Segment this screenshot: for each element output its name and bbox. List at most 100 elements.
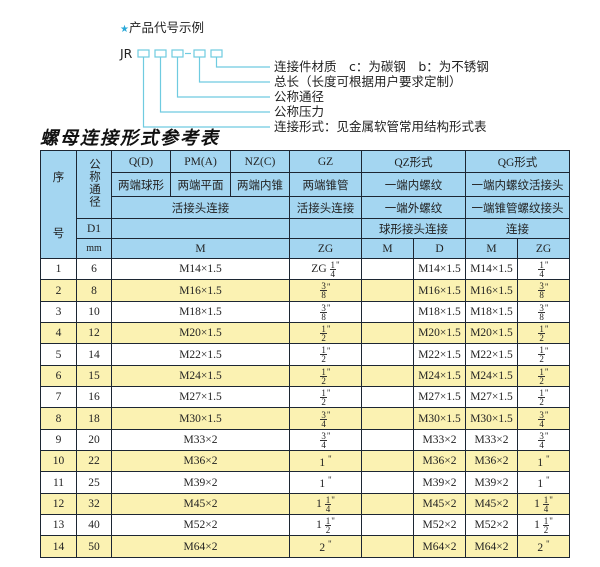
denominator: 4 xyxy=(325,503,331,514)
cell-zg: 1 2 " xyxy=(289,343,362,366)
leader-line-1 xyxy=(215,57,270,68)
table-row: 8 18 M30×1.5 3 4 " M30×1.5 M30×1.5 3 4 " xyxy=(40,407,570,430)
header-empty-1 xyxy=(111,218,290,239)
numerator: 1 xyxy=(538,345,545,356)
cell-qz-d: M16×1.5 xyxy=(413,279,466,302)
cell-m: M22×1.5 xyxy=(111,343,290,366)
header-qg4: 连接 xyxy=(465,218,570,239)
denominator: 2 xyxy=(539,397,544,408)
cell-zg: 1 2 " xyxy=(289,364,362,388)
numerator: 3 xyxy=(538,430,545,441)
cell-m: M52×2 xyxy=(111,514,290,537)
inch-mark: " xyxy=(327,453,332,464)
cell-qg-zg: 3 4 " xyxy=(517,407,570,430)
seq-top: 序 xyxy=(52,171,65,184)
numerator: 3 xyxy=(538,281,545,292)
cell-qz-d: M18×1.5 xyxy=(413,300,466,324)
cell-zg: 2 " xyxy=(289,535,362,558)
cell-no: 3 xyxy=(40,300,77,324)
table-row: 12 32 M45×2 1 1 4 " M45×2 M45×2 1 1 4 " xyxy=(40,492,570,516)
zg-whole: 1 xyxy=(316,519,322,532)
cell-qz-m xyxy=(361,322,414,345)
cell-qg-m: M36×2 xyxy=(465,450,518,473)
table-row: 3 10 M18×1.5 3 8 " M18×1.5 M18×1.5 3 8 " xyxy=(40,300,570,324)
cell-qz-d: M24×1.5 xyxy=(413,364,466,388)
numerator: 3 xyxy=(320,430,327,441)
header-m: M xyxy=(111,238,290,259)
cell-no: 4 xyxy=(40,322,77,345)
cell-qz-m xyxy=(361,428,414,452)
cell-qz-m xyxy=(361,257,414,281)
cell-dn: 32 xyxy=(76,492,112,516)
cell-qz-m xyxy=(361,343,414,366)
denominator: 2 xyxy=(321,354,326,365)
cell-qz-m xyxy=(361,364,414,388)
header-gz2: 两端锥管 xyxy=(289,172,362,197)
leader-line-5 xyxy=(142,57,270,128)
denominator: 2 xyxy=(539,354,544,365)
header-qz-m: M xyxy=(361,238,414,259)
numerator: 1 xyxy=(324,516,332,527)
numerator: 1 xyxy=(538,366,545,377)
table-body: 1 6 M14×1.5 ZG 1 4 " M14×1.5 M14×1.5 1 4 " 2 8 M16×1… xyxy=(40,257,570,558)
table-row: 14 50 M64×2 2 " M64×2 M64×2 2 " xyxy=(40,535,570,558)
label-diameter: 公称通径 xyxy=(274,89,325,104)
cell-no: 10 xyxy=(40,450,77,473)
table-row: 2 8 M16×1.5 3 8 " M16×1.5 M16×1.5 3 8 " xyxy=(40,279,570,302)
numerator: 1 xyxy=(320,366,327,377)
cell-zg: ZG 1 4 " xyxy=(289,257,362,281)
inch-mark: " xyxy=(549,495,553,506)
seq-bottom: 号 xyxy=(52,227,65,240)
inch-mark: " xyxy=(544,281,549,292)
denominator: 8 xyxy=(321,290,326,301)
denominator: 2 xyxy=(321,375,326,386)
denominator: 2 xyxy=(325,525,331,536)
inch-mark: " xyxy=(331,495,335,506)
zg-whole: 1 xyxy=(537,478,544,491)
denominator: 2 xyxy=(543,525,549,536)
header-d1: D1 xyxy=(76,218,112,239)
inch-mark: " xyxy=(544,260,549,271)
cell-qg-m: M27×1.5 xyxy=(465,386,518,409)
cell-qg-m: M45×2 xyxy=(465,492,518,516)
denominator: 4 xyxy=(321,439,326,450)
inch-mark: " xyxy=(545,539,550,550)
cell-qg-zg: 1 " xyxy=(517,450,570,473)
cell-qg-m: M52×2 xyxy=(465,514,518,537)
table-row: 7 16 M27×1.5 1 2 " M27×1.5 M27×1.5 1 2 " xyxy=(40,386,570,409)
code-prefix: JR xyxy=(120,46,133,61)
zg-whole: 1 xyxy=(319,456,326,469)
header-mm: mm xyxy=(76,238,112,259)
numerator: 3 xyxy=(538,409,545,420)
inch-mark: " xyxy=(544,430,549,441)
code-box-2 xyxy=(154,49,167,58)
zg-whole: 1 xyxy=(534,519,540,532)
cell-no: 7 xyxy=(40,386,77,409)
cell-qz-d: M14×1.5 xyxy=(413,257,466,281)
numerator: 3 xyxy=(320,281,327,292)
cell-m: M18×1.5 xyxy=(111,300,290,324)
cell-qz-d: M27×1.5 xyxy=(413,386,466,409)
cell-qz-d: M22×1.5 xyxy=(413,343,466,366)
cell-qg-zg: 3 4 " xyxy=(517,428,570,452)
table-row: 10 22 M36×2 1 " M36×2 M36×2 1 " xyxy=(40,450,570,473)
numerator: 1 xyxy=(538,324,545,335)
zg-whole: 1 xyxy=(319,478,326,491)
cell-qg-zg: 1 2 " xyxy=(517,322,570,345)
cell-qz-d: M20×1.5 xyxy=(413,322,466,345)
cell-m: M30×1.5 xyxy=(111,407,290,430)
numerator: 3 xyxy=(320,409,327,420)
table-header: 序号 公称通径 Q(D) PM(A) NZ(C) GZ QZ形式 QG形式 两端… xyxy=(40,150,570,259)
nut-connection-table: 序号 公称通径 Q(D) PM(A) NZ(C) GZ QZ形式 QG形式 两端… xyxy=(40,150,570,558)
inch-mark: " xyxy=(327,539,332,550)
inch-mark: " xyxy=(326,388,331,399)
